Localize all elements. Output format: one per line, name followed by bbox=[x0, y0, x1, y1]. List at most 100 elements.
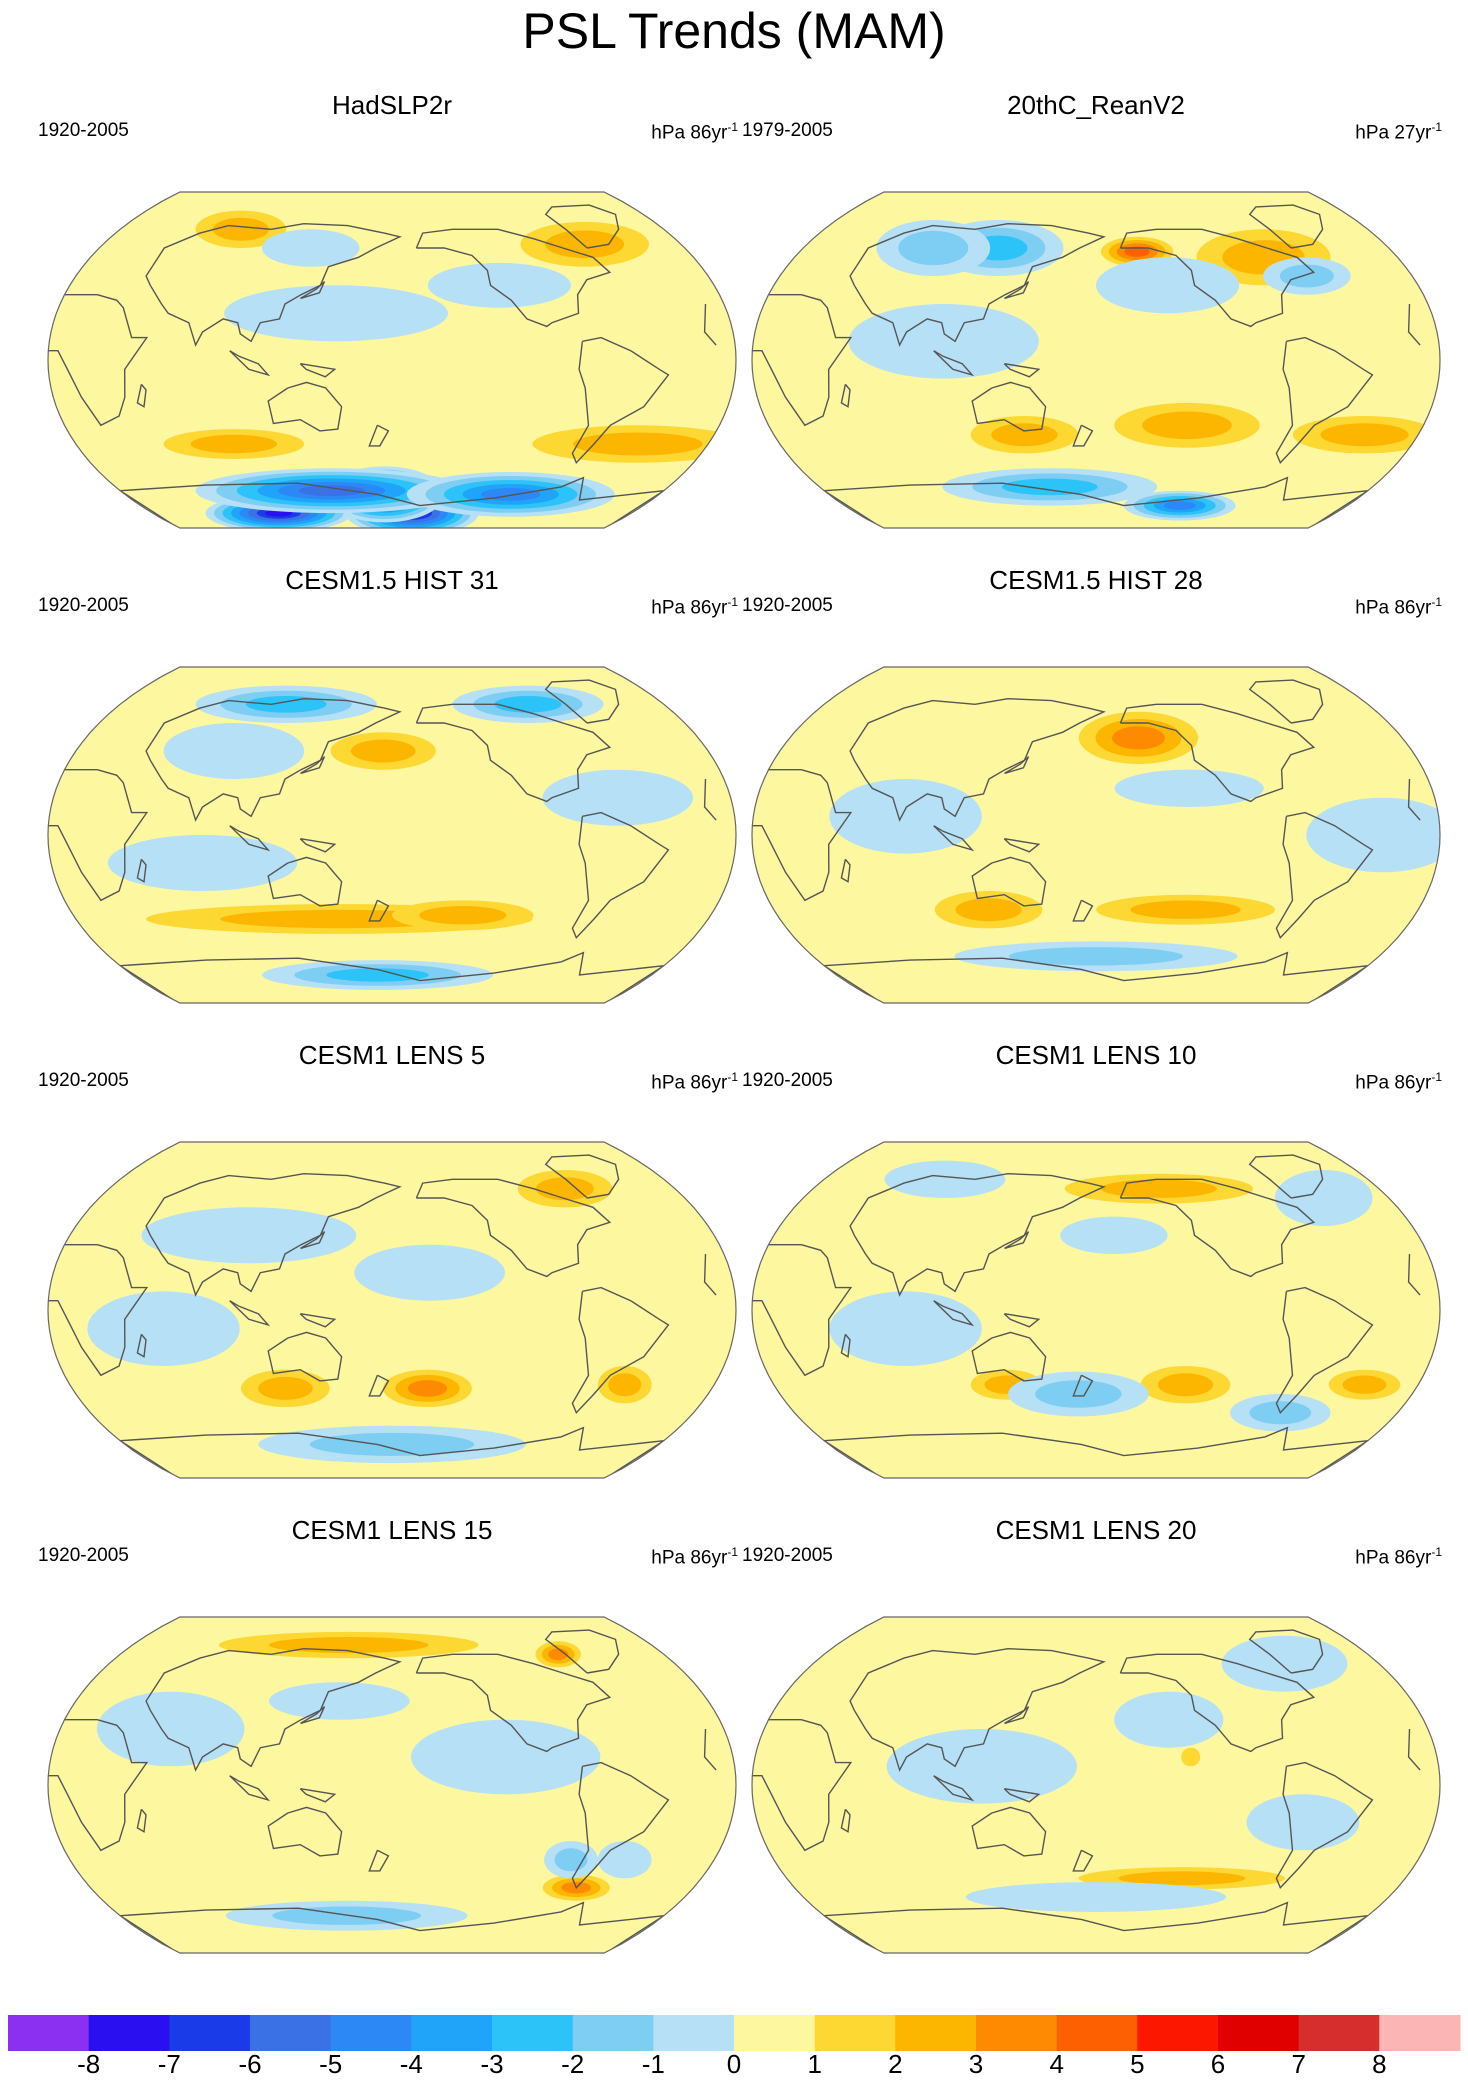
coastline bbox=[145, 1172, 402, 1297]
coastline bbox=[971, 856, 1047, 907]
colorbar-label: 1 bbox=[807, 2049, 821, 2079]
coastline bbox=[48, 769, 717, 902]
colorbar-label: -8 bbox=[77, 2049, 100, 2079]
coastline bbox=[300, 756, 326, 775]
trend-contour bbox=[1035, 1380, 1122, 1408]
trend-contour bbox=[898, 230, 969, 266]
coastline bbox=[1003, 1313, 1041, 1328]
map-svg bbox=[47, 191, 737, 529]
panel-period: 1920-2005 bbox=[38, 120, 129, 141]
trend-contour bbox=[261, 229, 360, 267]
map-svg bbox=[751, 191, 1441, 529]
coastline bbox=[48, 1244, 717, 1377]
coastline bbox=[849, 697, 1106, 822]
trend-contour bbox=[829, 1291, 982, 1366]
coastline bbox=[267, 1806, 343, 1857]
coastline bbox=[368, 1849, 390, 1872]
panel-units: hPa 86yr-1 bbox=[1355, 591, 1442, 619]
trend-contour bbox=[1306, 797, 1440, 873]
coastline bbox=[48, 1719, 717, 1852]
coastline bbox=[299, 838, 337, 853]
colorbar-label: -6 bbox=[238, 2049, 261, 2079]
coastline bbox=[368, 899, 390, 922]
trend-contour bbox=[1246, 1794, 1360, 1851]
colorbar-swatch bbox=[1137, 2015, 1219, 2051]
panel-period: 1920-2005 bbox=[38, 1070, 129, 1091]
map-svg bbox=[47, 666, 737, 1004]
trend-contour bbox=[884, 1160, 1006, 1198]
main-title: PSL Trends (MAM) bbox=[522, 3, 946, 59]
colorbar-label: 8 bbox=[1372, 2049, 1386, 2079]
coastline bbox=[267, 856, 343, 907]
coastline bbox=[823, 1901, 1369, 1950]
colorbar-swatch bbox=[1379, 2015, 1461, 2051]
trend-contour bbox=[548, 1648, 569, 1661]
colorbar-label: 3 bbox=[969, 2049, 983, 2079]
units-exponent: -1 bbox=[1431, 1070, 1442, 1084]
coastline bbox=[1119, 1653, 1316, 1753]
coastline bbox=[1248, 1154, 1324, 1199]
coastline bbox=[571, 1761, 670, 1889]
trend-contour bbox=[545, 230, 625, 259]
trend-contour bbox=[965, 1882, 1227, 1912]
map-panel: CESM1 LENS 10 1920-2005 hPa 86yr-1 bbox=[742, 1040, 1450, 1506]
coastline bbox=[1072, 1849, 1094, 1872]
map-frame bbox=[47, 1141, 737, 1479]
coastline bbox=[933, 825, 975, 852]
map-background bbox=[752, 1142, 1440, 1478]
units-text: hPa 86yr bbox=[651, 1072, 728, 1094]
trend-contour bbox=[298, 485, 365, 497]
colorbar-label: -2 bbox=[561, 2049, 584, 2079]
colorbar-label: 7 bbox=[1291, 2049, 1305, 2079]
colorbar-swatch bbox=[169, 2015, 251, 2051]
coastline bbox=[1072, 1374, 1094, 1397]
coastline bbox=[1275, 336, 1374, 464]
trend-contour bbox=[597, 1841, 652, 1879]
colorbar-swatch bbox=[88, 2015, 170, 2051]
trend-contour bbox=[1060, 1216, 1168, 1254]
coastline bbox=[544, 679, 620, 724]
coastline bbox=[823, 476, 1369, 525]
map-frame bbox=[47, 666, 737, 1004]
coastline bbox=[299, 1788, 337, 1803]
coastline bbox=[1072, 424, 1094, 447]
units-text: hPa 86yr bbox=[651, 1547, 728, 1569]
map-background bbox=[752, 667, 1440, 1003]
trend-contour bbox=[1114, 769, 1264, 807]
coastline bbox=[933, 350, 975, 377]
map-svg bbox=[47, 1616, 737, 1954]
coastline bbox=[1275, 811, 1374, 939]
coastline bbox=[571, 1286, 670, 1414]
coastline bbox=[145, 1647, 402, 1772]
trend-contour bbox=[245, 696, 327, 713]
trend-contour bbox=[848, 304, 1039, 379]
panel-units: hPa 86yr-1 bbox=[1355, 1541, 1442, 1569]
panel-units: hPa 86yr-1 bbox=[651, 1066, 738, 1094]
map-background bbox=[752, 1617, 1440, 1953]
units-exponent: -1 bbox=[727, 595, 738, 609]
panel-title: CESM1.5 HIST 28 bbox=[989, 565, 1203, 595]
coastline bbox=[368, 424, 390, 447]
coastline bbox=[849, 1172, 1106, 1297]
trend-contour bbox=[1274, 1170, 1373, 1226]
trend-contour bbox=[269, 1682, 410, 1720]
coastline bbox=[971, 1806, 1047, 1857]
colorbar-label: -7 bbox=[158, 2049, 181, 2079]
colorbar-swatch bbox=[814, 2015, 896, 2051]
map-panel: CESM1.5 HIST 31 1920-2005 hPa 86yr-1 bbox=[38, 565, 746, 1031]
coastline bbox=[544, 1154, 620, 1199]
coastline bbox=[571, 336, 670, 464]
colorbar-swatch bbox=[976, 2015, 1058, 2051]
trend-contour bbox=[1279, 264, 1334, 288]
units-text: hPa 86yr bbox=[1355, 597, 1432, 619]
coastline bbox=[1248, 1629, 1324, 1674]
coastline bbox=[1004, 281, 1030, 300]
colorbar-swatch bbox=[734, 2015, 816, 2051]
coastline bbox=[136, 383, 147, 408]
coastline bbox=[1003, 838, 1041, 853]
coastline bbox=[145, 697, 402, 822]
coastline bbox=[229, 1300, 271, 1327]
panel-title: CESM1 LENS 15 bbox=[291, 1515, 493, 1545]
coastline bbox=[971, 381, 1047, 432]
panel-title: CESM1 LENS 20 bbox=[995, 1515, 1197, 1545]
